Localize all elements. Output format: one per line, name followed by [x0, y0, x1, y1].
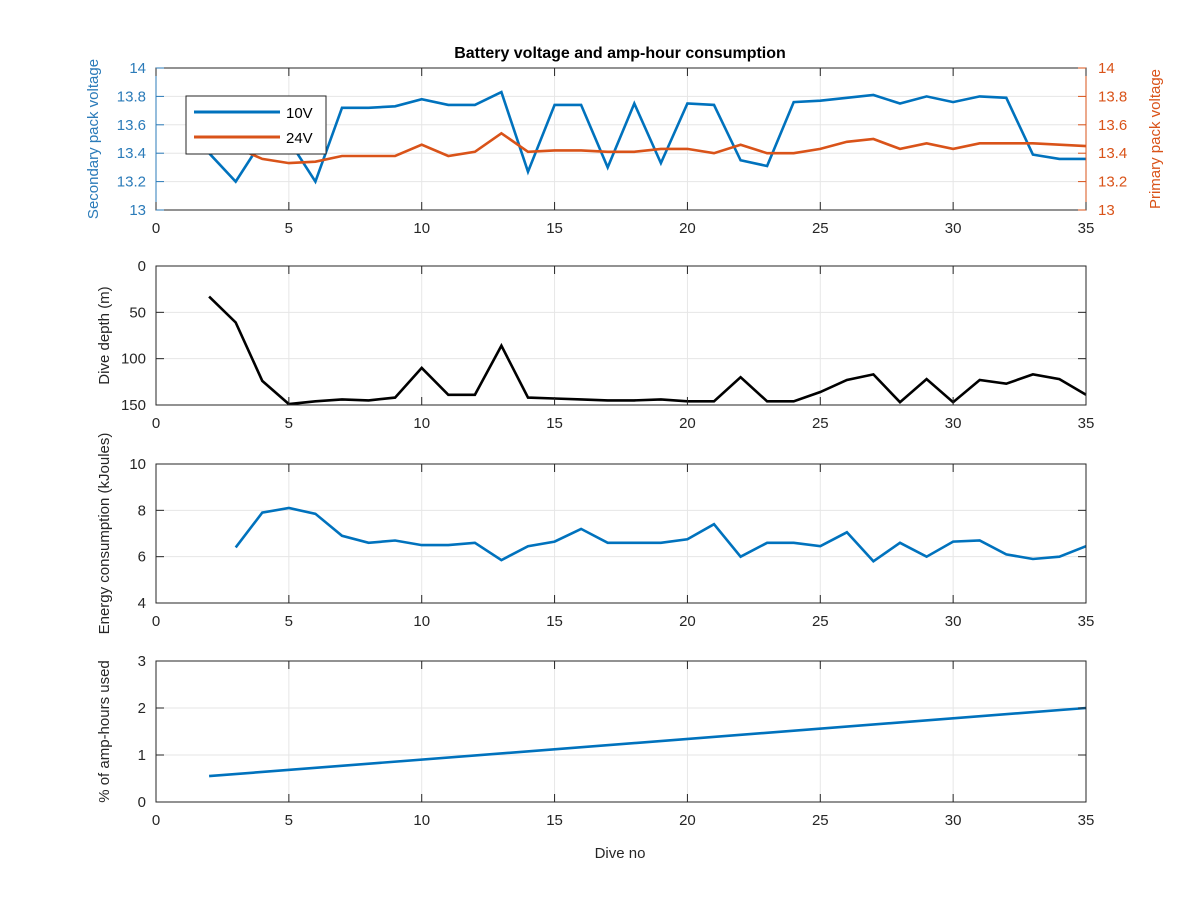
x-tick-label: 20: [679, 613, 696, 630]
y-tick-label: 1: [138, 747, 146, 764]
right-y-tick-label: 13.2: [1098, 174, 1127, 191]
y-tick-label: 13.4: [117, 145, 146, 162]
panel-1: 0 5 10 15 20 25 30 351313.213.413.613.814Second…: [85, 59, 1164, 237]
x-tick-label: 15: [546, 220, 563, 237]
x-tick-label: 30: [945, 613, 962, 630]
y-tick-label: 0: [138, 794, 146, 811]
y-axis-label: Energy consumption (kJoules): [96, 433, 113, 635]
y-axis-label: % of amp-hours used: [96, 660, 113, 803]
x-tick-label: 0: [152, 415, 160, 432]
series-line-panel2: [208, 295, 1087, 406]
y-tick-label: 13.6: [117, 117, 146, 134]
y-tick-label: 13.2: [117, 174, 146, 191]
x-tick-label: 0: [152, 220, 160, 237]
y-tick-label: 14: [129, 60, 146, 77]
series-line-panel3: [234, 506, 1087, 564]
panel-4: 0 5 10 15 20 25 30 35 0 1 2 3 % of amp-hours used: [96, 653, 1094, 829]
right-y-tick-label: 13.4: [1098, 145, 1127, 162]
x-tick-label: 15: [546, 415, 563, 432]
chart-panels: 0 5 10 15 20 25 30 351313.213.413.613.814Second…: [85, 59, 1164, 829]
x-tick-label: 30: [945, 812, 962, 829]
right-y-tick-label: 13.8: [1098, 88, 1127, 105]
y-tick-label: 100: [121, 351, 146, 368]
right-y-tick-label: 13: [1098, 202, 1115, 219]
x-tick-label: 10: [413, 220, 430, 237]
y-tick-label: 13.8: [117, 88, 146, 105]
x-tick-label: 35: [1078, 812, 1095, 829]
x-tick-label: 30: [945, 415, 962, 432]
y-tick-label: 3: [138, 653, 146, 670]
x-tick-label: 5: [285, 415, 293, 432]
x-tick-label: 15: [546, 812, 563, 829]
x-tick-label: 15: [546, 613, 563, 630]
y-axis-label: Secondary pack voltage: [85, 59, 102, 219]
legend-label-10v: 10V: [286, 105, 313, 122]
x-tick-label: 20: [679, 220, 696, 237]
x-tick-label: 20: [679, 812, 696, 829]
panel-3: 0 5 10 15 20 25 30 35 4 6 8 10 Energy consumption (k…: [96, 433, 1094, 635]
y-tick-label: 50: [129, 304, 146, 321]
x-tick-label: 10: [413, 812, 430, 829]
x-tick-label: 5: [285, 220, 293, 237]
y-tick-label: 6: [138, 549, 146, 566]
legend-label-24v: 24V: [286, 130, 313, 147]
x-tick-label: 35: [1078, 613, 1095, 630]
legend-box: [185, 95, 327, 155]
right-y-axis-label: Primary pack voltage: [1147, 69, 1164, 209]
right-y-tick-label: 13.6: [1098, 117, 1127, 134]
x-tick-label: 25: [812, 220, 829, 237]
chart-title: Battery voltage and amp-hour consumption: [454, 45, 786, 62]
axes-box: [155, 265, 1087, 406]
x-tick-label: 0: [152, 812, 160, 829]
x-tick-label: 5: [285, 613, 293, 630]
y-tick-label: 0: [138, 258, 146, 275]
series-line-10v: [208, 90, 1086, 185]
series-line-panel4: [208, 706, 1087, 778]
axes-box: [155, 463, 1087, 604]
y-tick-label: 4: [138, 595, 146, 612]
x-tick-label: 35: [1078, 220, 1095, 237]
y-tick-label: 8: [138, 502, 146, 519]
y-axis-label: Dive depth (m): [96, 286, 113, 384]
series-line-24v: [209, 131, 1087, 165]
x-tick-label: 20: [679, 415, 696, 432]
x-tick-label: 0: [152, 613, 160, 630]
right-y-tick-label: 14: [1098, 60, 1115, 77]
x-tick-label: 10: [413, 415, 430, 432]
panel-2: 0 5 10 15 20 25 30 35 0 50 100 150 Dive depth (m): [96, 258, 1094, 432]
y-tick-label: 150: [121, 397, 146, 414]
x-tick-label: 10: [413, 613, 430, 630]
x-tick-label: 35: [1078, 415, 1095, 432]
x-tick-label: 30: [945, 220, 962, 237]
y-tick-label: 10: [129, 456, 146, 473]
axes-box: [155, 660, 1087, 803]
x-tick-label: 25: [812, 613, 829, 630]
y-tick-label: 13: [129, 202, 146, 219]
x-tick-label: 25: [812, 415, 829, 432]
x-tick-label: 5: [285, 812, 293, 829]
x-axis-label: Dive no: [595, 845, 646, 862]
x-tick-label: 25: [812, 812, 829, 829]
y-tick-label: 2: [138, 700, 146, 717]
